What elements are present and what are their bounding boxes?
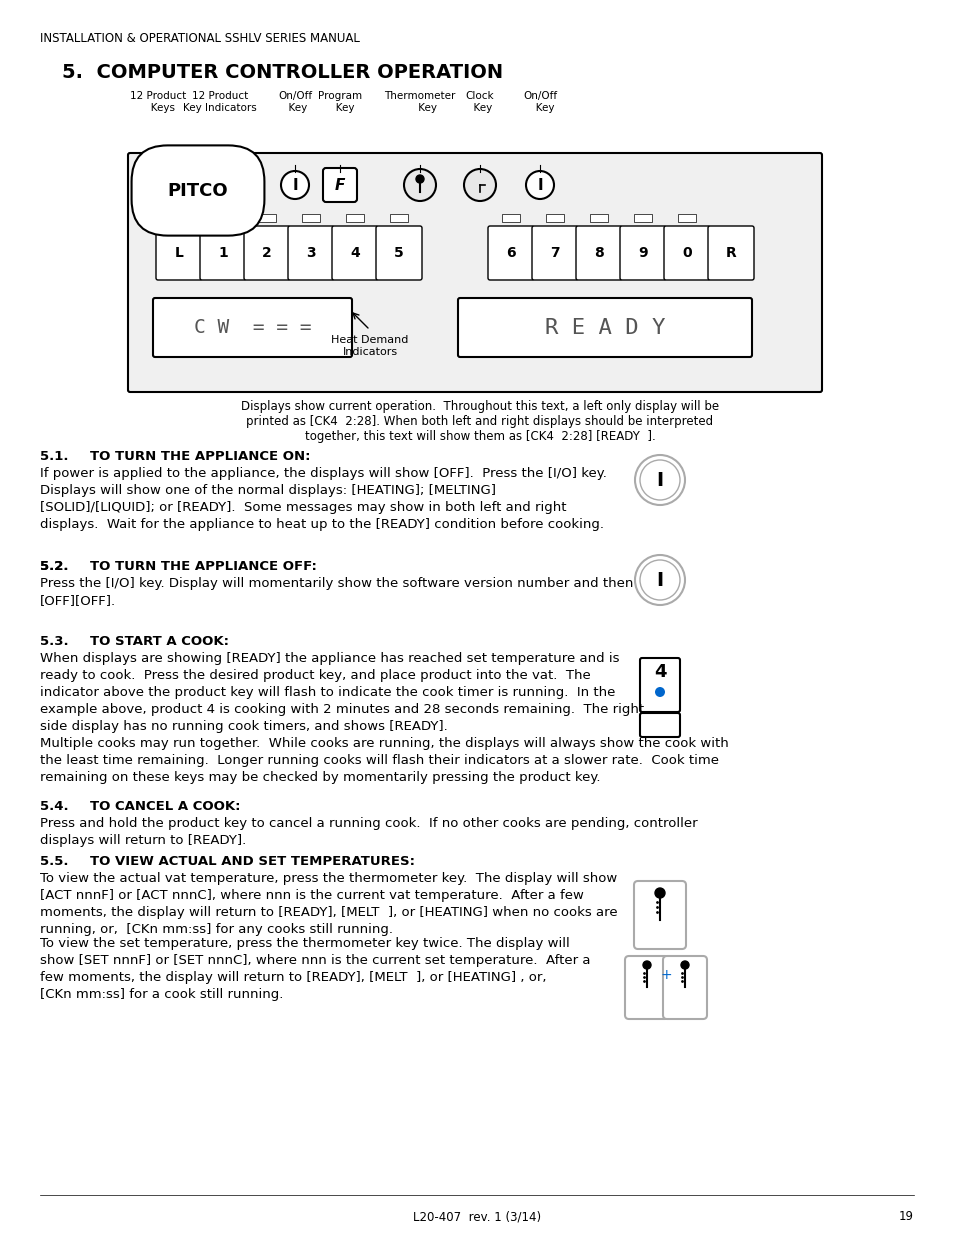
Text: 6: 6 bbox=[506, 246, 516, 261]
FancyBboxPatch shape bbox=[200, 226, 246, 280]
Text: 5.1.: 5.1. bbox=[40, 450, 69, 463]
Circle shape bbox=[416, 175, 423, 183]
Bar bbox=[634, 214, 651, 222]
Circle shape bbox=[680, 961, 688, 969]
Text: L20-407  rev. 1 (3/14): L20-407 rev. 1 (3/14) bbox=[413, 1210, 540, 1223]
FancyBboxPatch shape bbox=[634, 881, 685, 948]
Text: 5: 5 bbox=[394, 246, 403, 261]
Text: TO VIEW ACTUAL AND SET TEMPERATURES:: TO VIEW ACTUAL AND SET TEMPERATURES: bbox=[90, 855, 415, 868]
Text: On/Off
  Key: On/Off Key bbox=[277, 91, 312, 112]
Bar bbox=[545, 214, 563, 222]
Text: 4: 4 bbox=[350, 246, 359, 261]
Text: TO START A COOK:: TO START A COOK: bbox=[90, 635, 229, 648]
Text: C W  = = =: C W = = = bbox=[193, 317, 311, 337]
Text: TO CANCEL A COOK:: TO CANCEL A COOK: bbox=[90, 800, 240, 813]
FancyBboxPatch shape bbox=[457, 298, 751, 357]
FancyBboxPatch shape bbox=[488, 226, 534, 280]
Text: If power is applied to the appliance, the displays will show [OFF].  Press the [: If power is applied to the appliance, th… bbox=[40, 467, 606, 531]
Text: 7: 7 bbox=[550, 246, 559, 261]
FancyBboxPatch shape bbox=[532, 226, 578, 280]
FancyBboxPatch shape bbox=[639, 658, 679, 713]
Circle shape bbox=[463, 169, 496, 201]
Text: F: F bbox=[335, 178, 345, 193]
FancyBboxPatch shape bbox=[624, 956, 668, 1019]
Text: When displays are showing [READY] the appliance has reached set temperature and : When displays are showing [READY] the ap… bbox=[40, 652, 728, 784]
Text: 0: 0 bbox=[681, 246, 691, 261]
Text: To view the actual vat temperature, press the thermometer key.  The display will: To view the actual vat temperature, pres… bbox=[40, 872, 617, 936]
FancyBboxPatch shape bbox=[663, 226, 709, 280]
Text: 12 Product
   Keys: 12 Product Keys bbox=[130, 91, 186, 112]
Circle shape bbox=[525, 170, 554, 199]
Text: TO TURN THE APPLIANCE OFF:: TO TURN THE APPLIANCE OFF: bbox=[90, 559, 316, 573]
Bar bbox=[678, 214, 696, 222]
Text: 4: 4 bbox=[653, 663, 665, 680]
Circle shape bbox=[655, 888, 664, 898]
Text: 8: 8 bbox=[594, 246, 603, 261]
Text: 5.  COMPUTER CONTROLLER OPERATION: 5. COMPUTER CONTROLLER OPERATION bbox=[62, 63, 502, 82]
Text: L: L bbox=[174, 246, 183, 261]
FancyBboxPatch shape bbox=[639, 713, 679, 737]
FancyBboxPatch shape bbox=[375, 226, 421, 280]
Text: 19: 19 bbox=[898, 1210, 913, 1223]
Bar bbox=[346, 214, 364, 222]
FancyBboxPatch shape bbox=[662, 956, 706, 1019]
Text: Thermometer
     Key: Thermometer Key bbox=[384, 91, 456, 112]
Text: R: R bbox=[725, 246, 736, 261]
Circle shape bbox=[642, 961, 650, 969]
Text: R E A D Y: R E A D Y bbox=[544, 317, 664, 337]
Text: To view the set temperature, press the thermometer key twice. The display will
s: To view the set temperature, press the t… bbox=[40, 937, 590, 1002]
FancyBboxPatch shape bbox=[156, 226, 202, 280]
Text: 5.4.: 5.4. bbox=[40, 800, 69, 813]
Bar bbox=[589, 214, 607, 222]
Text: On/Off
   Key: On/Off Key bbox=[522, 91, 557, 112]
Text: Displays show current operation.  Throughout this text, a left only display will: Displays show current operation. Through… bbox=[241, 400, 719, 443]
FancyBboxPatch shape bbox=[288, 226, 334, 280]
Circle shape bbox=[635, 454, 684, 505]
Text: TO TURN THE APPLIANCE ON:: TO TURN THE APPLIANCE ON: bbox=[90, 450, 310, 463]
Text: 5.5.: 5.5. bbox=[40, 855, 69, 868]
Circle shape bbox=[639, 559, 679, 600]
Text: 5.2.: 5.2. bbox=[40, 559, 69, 573]
Text: I: I bbox=[656, 471, 663, 489]
FancyBboxPatch shape bbox=[619, 226, 665, 280]
Text: 3: 3 bbox=[306, 246, 315, 261]
Text: Press and hold the product key to cancel a running cook.  If no other cooks are : Press and hold the product key to cancel… bbox=[40, 818, 697, 847]
Text: 12 Product
Key Indicators: 12 Product Key Indicators bbox=[183, 91, 256, 112]
Text: Clock
  Key: Clock Key bbox=[465, 91, 494, 112]
Text: 1: 1 bbox=[218, 246, 228, 261]
FancyBboxPatch shape bbox=[323, 168, 356, 203]
Circle shape bbox=[639, 459, 679, 500]
Text: Press the [I/O] key. Display will momentarily show the software version number a: Press the [I/O] key. Display will moment… bbox=[40, 577, 633, 606]
Circle shape bbox=[281, 170, 309, 199]
Bar bbox=[302, 214, 319, 222]
Bar bbox=[390, 214, 408, 222]
Bar bbox=[501, 214, 519, 222]
FancyBboxPatch shape bbox=[332, 226, 377, 280]
Text: 2: 2 bbox=[262, 246, 272, 261]
Text: +: + bbox=[659, 968, 671, 982]
Text: I: I bbox=[292, 178, 297, 193]
FancyBboxPatch shape bbox=[128, 153, 821, 391]
Text: INSTALLATION & OPERATIONAL SSHLV SERIES MANUAL: INSTALLATION & OPERATIONAL SSHLV SERIES … bbox=[40, 32, 359, 44]
Text: Heat Demand
Indicators: Heat Demand Indicators bbox=[331, 335, 408, 357]
FancyBboxPatch shape bbox=[152, 298, 352, 357]
Text: PITCO: PITCO bbox=[168, 182, 228, 200]
Text: I: I bbox=[656, 571, 663, 589]
Bar bbox=[257, 214, 275, 222]
Circle shape bbox=[635, 555, 684, 605]
FancyBboxPatch shape bbox=[136, 161, 260, 220]
Text: Program
   Key: Program Key bbox=[317, 91, 362, 112]
Circle shape bbox=[655, 687, 664, 697]
FancyBboxPatch shape bbox=[707, 226, 753, 280]
Text: 5.2.: 5.2. bbox=[40, 559, 69, 573]
FancyBboxPatch shape bbox=[244, 226, 290, 280]
FancyBboxPatch shape bbox=[576, 226, 621, 280]
Circle shape bbox=[403, 169, 436, 201]
Text: 9: 9 bbox=[638, 246, 647, 261]
Text: 5.3.: 5.3. bbox=[40, 635, 69, 648]
Text: I: I bbox=[537, 178, 542, 193]
Bar bbox=[213, 214, 232, 222]
